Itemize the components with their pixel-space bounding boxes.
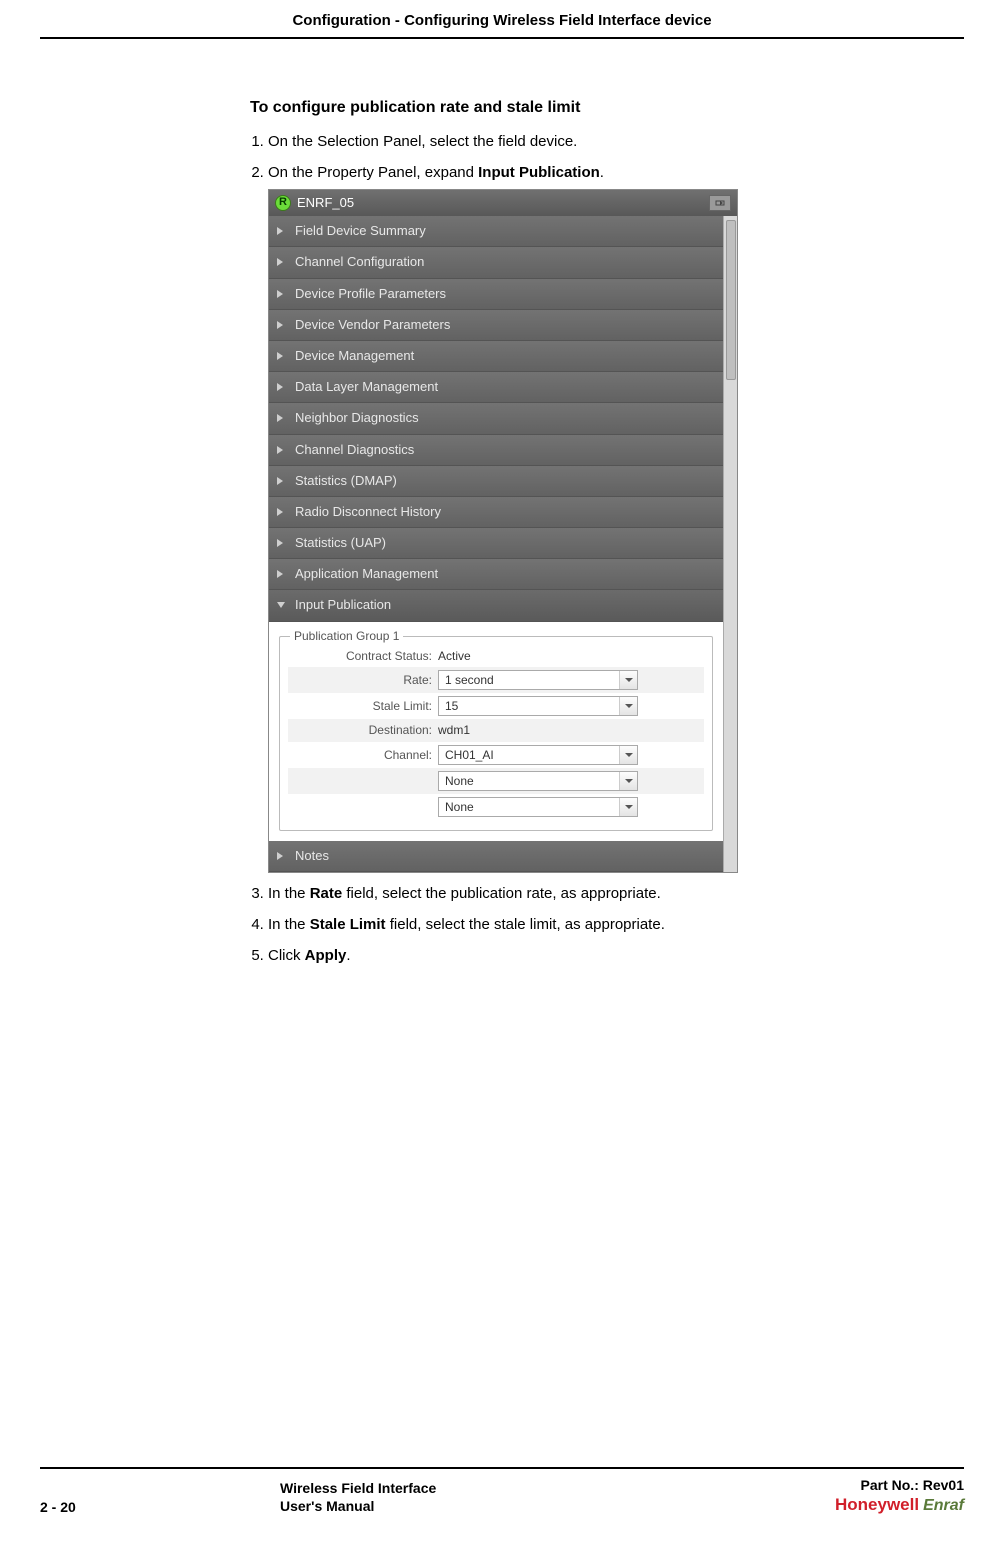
chevron-right-icon: [277, 414, 285, 422]
brand-enraf: Enraf: [923, 1497, 964, 1514]
panel-title: ENRF_05: [297, 194, 354, 212]
dropdown-icon: [619, 746, 637, 764]
section-title: To configure publication rate and stale …: [250, 99, 964, 117]
contract-status-row: Contract Status: Active: [288, 645, 704, 668]
chevron-right-icon: [277, 477, 285, 485]
dropdown-icon: [619, 798, 637, 816]
tree-item[interactable]: Device Vendor Parameters: [269, 310, 723, 341]
dropdown-icon: [619, 671, 637, 689]
step-4: In the Stale Limit field, select the sta…: [268, 914, 964, 935]
chevron-down-icon: [277, 602, 285, 610]
tree-item-input-publication[interactable]: Input Publication: [269, 590, 723, 621]
footer-right: Part No.: Rev01 HoneywellEnraf: [704, 1477, 964, 1515]
chevron-right-icon: [277, 227, 285, 235]
channel-select-2[interactable]: None: [438, 771, 638, 791]
step-3: In the Rate field, select the publicatio…: [268, 883, 964, 904]
tree-item[interactable]: Statistics (UAP): [269, 528, 723, 559]
chevron-right-icon: [277, 570, 285, 578]
scroll-thumb[interactable]: [726, 220, 736, 380]
step-1: On the Selection Panel, select the field…: [268, 131, 964, 152]
tree-item[interactable]: Application Management: [269, 559, 723, 590]
chevron-right-icon: [277, 539, 285, 547]
tree-item[interactable]: Device Management: [269, 341, 723, 372]
tree-item[interactable]: Channel Diagnostics: [269, 435, 723, 466]
property-panel-screenshot: R ENRF_05 Field Device Summary Channel C…: [268, 189, 738, 873]
scrollbar[interactable]: [723, 216, 737, 872]
chevron-right-icon: [277, 290, 285, 298]
rate-select[interactable]: 1 second: [438, 670, 638, 690]
tree-item[interactable]: Data Layer Management: [269, 372, 723, 403]
step-list: On the Selection Panel, select the field…: [268, 131, 964, 966]
tree-item[interactable]: Device Profile Parameters: [269, 279, 723, 310]
destination-row: Destination: wdm1: [288, 719, 704, 742]
page-header: Configuration - Configuring Wireless Fie…: [40, 0, 964, 39]
tree-item[interactable]: Field Device Summary: [269, 216, 723, 247]
stale-limit-row: Stale Limit: 15: [288, 693, 704, 719]
status-badge: R: [275, 195, 291, 211]
tree-list: Field Device Summary Channel Configurati…: [269, 216, 723, 872]
chevron-right-icon: [277, 352, 285, 360]
brand-honeywell: Honeywell: [835, 1495, 919, 1514]
chevron-right-icon: [277, 508, 285, 516]
tree-item-notes[interactable]: Notes: [269, 841, 723, 872]
page-footer: 2 - 20 Wireless Field Interface User's M…: [40, 1467, 964, 1515]
part-number: Part No.: Rev01: [704, 1477, 964, 1493]
publication-group-panel: Publication Group 1 Contract Status: Act…: [269, 622, 723, 842]
channel-row-3: None: [288, 794, 704, 820]
chevron-right-icon: [277, 446, 285, 454]
chevron-right-icon: [277, 321, 285, 329]
channel-select-3[interactable]: None: [438, 797, 638, 817]
manual-title: Wireless Field Interface User's Manual: [280, 1479, 704, 1515]
channel-select-1[interactable]: CH01_AI: [438, 745, 638, 765]
destination-value: wdm1: [438, 722, 704, 739]
breadcrumb: Configuration - Configuring Wireless Fie…: [292, 12, 711, 29]
chevron-right-icon: [277, 852, 285, 860]
dropdown-icon: [619, 772, 637, 790]
chevron-right-icon: [277, 258, 285, 266]
step-5: Click Apply.: [268, 945, 964, 966]
rate-row: Rate: 1 second: [288, 667, 704, 693]
dropdown-icon: [619, 697, 637, 715]
chevron-right-icon: [277, 383, 285, 391]
main-content: To configure publication rate and stale …: [250, 99, 964, 966]
channel-row: Channel: CH01_AI: [288, 742, 704, 768]
stale-limit-select[interactable]: 15: [438, 696, 638, 716]
tree-item[interactable]: Neighbor Diagnostics: [269, 403, 723, 434]
group-legend: Publication Group 1: [290, 628, 403, 645]
tree-item[interactable]: Radio Disconnect History: [269, 497, 723, 528]
contract-status-value: Active: [438, 648, 704, 665]
channel-row-2: None: [288, 768, 704, 794]
tree-item[interactable]: Statistics (DMAP): [269, 466, 723, 497]
tree-item[interactable]: Channel Configuration: [269, 247, 723, 278]
panel-titlebar: R ENRF_05: [269, 190, 737, 216]
step-2: On the Property Panel, expand Input Publ…: [268, 162, 964, 873]
panel-collapse-button[interactable]: [709, 195, 731, 211]
page-number: 2 - 20: [40, 1499, 240, 1515]
